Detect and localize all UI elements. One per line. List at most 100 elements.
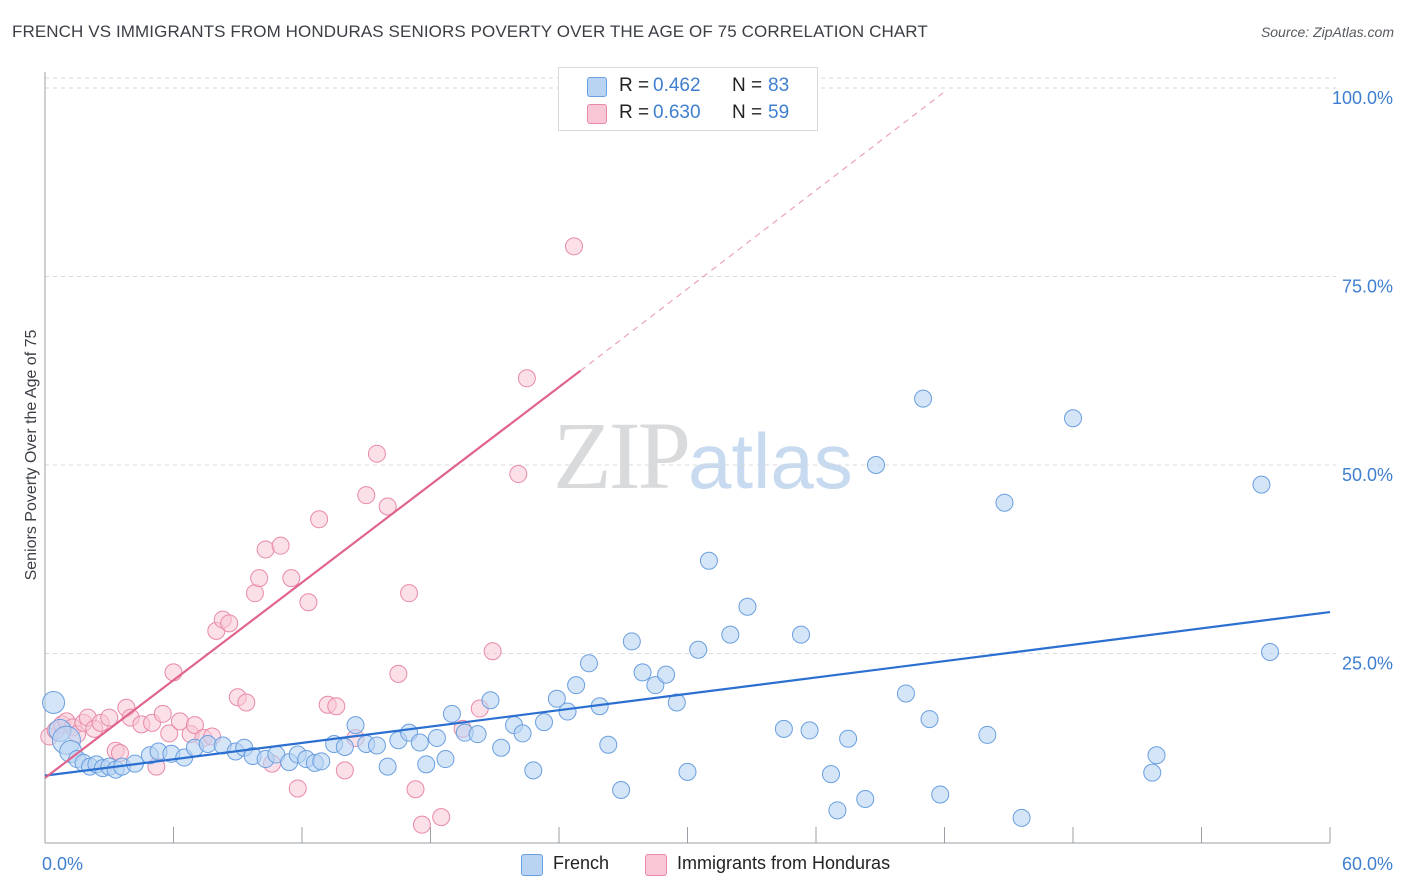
french-point <box>579 654 598 673</box>
honduras-point <box>389 664 408 683</box>
honduras-swatch <box>645 854 667 876</box>
honduras-point <box>237 693 256 712</box>
french-point <box>914 389 933 408</box>
french-point <box>367 736 386 755</box>
honduras-point <box>250 569 269 588</box>
french-point <box>417 755 436 774</box>
honduras-point <box>367 444 386 463</box>
axis-layer <box>44 72 1331 844</box>
french-point <box>513 724 532 743</box>
french-point <box>481 691 500 710</box>
chart-title: FRENCH VS IMMIGRANTS FROM HONDURAS SENIO… <box>12 22 928 41</box>
honduras-point <box>160 724 179 743</box>
honduras-point <box>432 808 451 827</box>
french-point <box>198 734 217 753</box>
french-point <box>410 733 429 752</box>
french-point <box>995 493 1014 512</box>
watermark-atlas: atlas <box>688 417 853 505</box>
y-tick-label: 25.0% <box>1342 654 1393 674</box>
legend-n-value: 59 <box>768 102 790 123</box>
french-point <box>866 456 885 474</box>
french-point <box>633 663 652 682</box>
honduras-point <box>378 497 397 516</box>
honduras-point <box>245 584 264 603</box>
french-point <box>378 757 397 776</box>
watermark-zip: ZIP <box>553 402 691 509</box>
french-point <box>492 738 511 757</box>
french-point <box>1143 763 1162 782</box>
honduras-point <box>517 369 536 388</box>
legend-n-value: 83 <box>768 75 790 96</box>
legend-r-label: R = <box>619 75 650 96</box>
label-layer: 25.0% 50.0% 75.0% 100.0% 0.0% 60.0% Seniors Po… <box>23 88 1393 874</box>
french-point <box>547 689 566 708</box>
honduras-legend-label: Immigrants from Honduras <box>677 853 891 873</box>
french-point <box>622 632 641 651</box>
french-point <box>535 713 554 732</box>
legend-swatch-french <box>587 77 607 97</box>
french-point <box>468 725 487 744</box>
french-point <box>1261 642 1280 661</box>
french-legend-label: French <box>553 853 610 873</box>
zipatlas-watermark: ZIPatlas <box>553 400 853 511</box>
honduras-point <box>164 663 183 682</box>
honduras-point <box>406 780 425 799</box>
french-point <box>920 710 939 729</box>
french-point <box>931 785 950 804</box>
french-point <box>856 790 875 809</box>
honduras-point <box>483 642 502 661</box>
french-point <box>978 725 997 744</box>
legend-r-label: R = <box>619 102 650 123</box>
honduras-point <box>310 510 329 529</box>
honduras-point <box>256 540 275 559</box>
french-point <box>689 640 708 659</box>
legend-n-label: N = <box>732 102 763 123</box>
french-point <box>1064 409 1082 428</box>
french-point <box>667 693 686 712</box>
french-point <box>1147 746 1166 765</box>
y-axis-label: Seniors Poverty Over the Age of 75 <box>23 330 40 581</box>
french-point <box>42 691 66 715</box>
french-point <box>524 761 543 780</box>
french-point <box>896 684 915 703</box>
french-point <box>567 676 586 695</box>
french-point <box>1012 808 1031 827</box>
french-swatch <box>521 854 543 876</box>
honduras-point <box>153 704 172 723</box>
legend-n-label: N = <box>732 75 763 96</box>
french-point <box>839 729 858 748</box>
french-points <box>42 389 1280 827</box>
honduras-point <box>271 536 290 555</box>
honduras-points <box>40 79 697 834</box>
french-point <box>800 721 819 740</box>
french-point <box>699 551 718 570</box>
french-point <box>821 765 840 784</box>
french-point <box>442 704 461 723</box>
x-tick-label: 60.0% <box>1342 854 1393 874</box>
honduras-point <box>509 465 528 484</box>
french-point <box>335 737 354 756</box>
french-point <box>436 750 455 769</box>
french-point <box>646 676 665 695</box>
french-point <box>721 625 740 644</box>
y-tick-label: 50.0% <box>1342 465 1393 485</box>
french-point <box>599 735 618 754</box>
french-point <box>1252 475 1271 494</box>
honduras-trend-extension <box>580 91 945 372</box>
honduras-point <box>335 761 354 780</box>
french-point <box>558 702 577 721</box>
y-tick-label: 75.0% <box>1342 277 1393 297</box>
french-point <box>312 752 331 771</box>
french-trend-line <box>44 610 1331 777</box>
honduras-point <box>357 486 376 505</box>
honduras-point <box>185 716 204 735</box>
french-point <box>792 625 811 644</box>
french-point <box>678 762 697 781</box>
honduras-trend-line <box>44 369 582 779</box>
x-tick-label: 0.0% <box>42 854 83 874</box>
trend-layer <box>44 91 1331 779</box>
correlation-legend: R = 0.462 N = 83 R = 0.630 N = 59 <box>558 67 818 131</box>
french-point <box>657 665 676 684</box>
french-point <box>612 780 631 799</box>
honduras-point <box>412 815 431 834</box>
